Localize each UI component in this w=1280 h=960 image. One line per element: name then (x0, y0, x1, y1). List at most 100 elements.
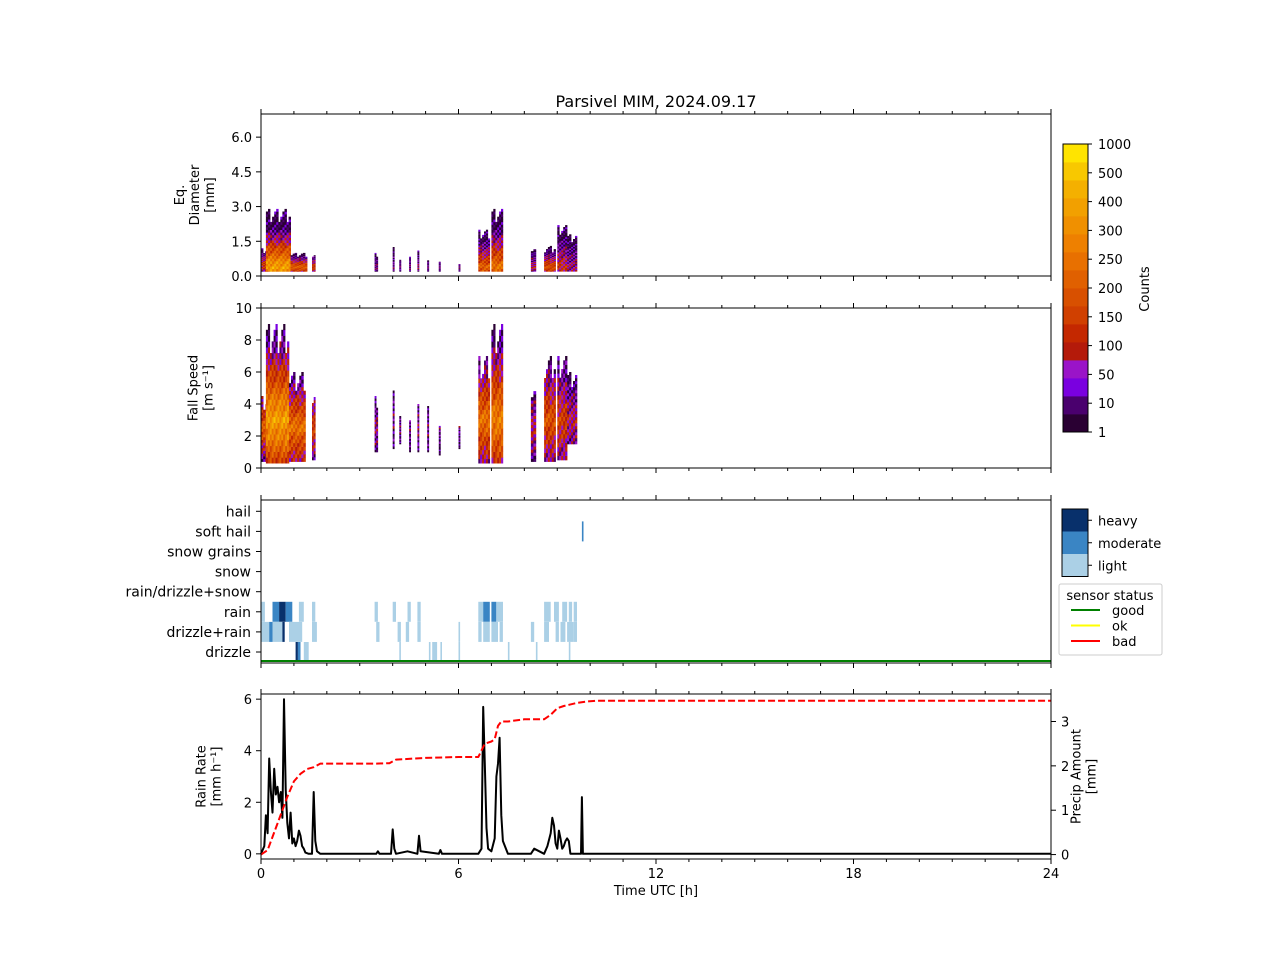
heatmap-cell (294, 262, 298, 264)
heatmap-cell (417, 432, 420, 435)
heatmap-cell (280, 229, 283, 233)
heatmap-cell (294, 268, 298, 270)
heatmap-cell (573, 240, 576, 243)
heatmap-cell (280, 240, 283, 243)
heatmap-cell (458, 266, 461, 267)
heatmap-cell (458, 265, 461, 266)
heatmap-cell (573, 387, 576, 391)
heatmap-cell (427, 414, 430, 417)
heatmap-cell (571, 387, 574, 391)
heatmap-cell (487, 255, 491, 258)
heatmap-cell (557, 356, 560, 361)
heatmap-cell (296, 261, 300, 263)
heatmap-cell (493, 416, 496, 423)
colorbar-segment (1063, 180, 1088, 199)
y-tick-label: 6 (244, 366, 252, 381)
heatmap-cell (501, 335, 504, 342)
heatmap-cell (501, 324, 504, 331)
heatmap-cell (491, 329, 494, 336)
class-cell (581, 521, 584, 542)
heatmap-cell (565, 265, 568, 268)
heatmap-cell (267, 370, 271, 377)
heatmap-cell (285, 457, 288, 464)
heatmap-cell (303, 257, 306, 259)
heatmap-cell (501, 232, 504, 236)
category-label: rain/drizzle+snow (126, 585, 251, 601)
heatmap-cell (557, 438, 560, 443)
heatmap-cell (569, 423, 572, 427)
heatmap-cell (289, 428, 292, 432)
heatmap-cell (303, 254, 306, 256)
heatmap-cell (298, 266, 302, 268)
heatmap-cell (374, 431, 377, 434)
heatmap-cell (563, 412, 566, 417)
heatmap-cell (530, 455, 534, 459)
heatmap-cell (530, 261, 534, 263)
heatmap-cell (546, 252, 549, 254)
heatmap-cell (273, 358, 276, 365)
heatmap-cell (573, 266, 576, 269)
heatmap-cell (482, 391, 485, 397)
heatmap-cell (268, 253, 271, 256)
heatmap-cell (571, 248, 574, 250)
heatmap-cell (273, 416, 276, 423)
heatmap-cell (293, 424, 296, 429)
class-cell (392, 601, 396, 622)
heatmap-cell (561, 248, 564, 251)
heatmap-cell (495, 445, 498, 452)
heatmap-cell (478, 423, 481, 428)
heatmap-cell (276, 208, 279, 212)
heatmap-cell (392, 249, 395, 251)
heatmap-cell (298, 266, 302, 268)
heatmap-cell (263, 439, 266, 443)
y-tick-label: 0.0 (231, 270, 252, 285)
heatmap-cell (269, 364, 272, 371)
heatmap-cell (487, 378, 491, 384)
heatmap-cell (313, 262, 316, 264)
heatmap-cell (293, 383, 296, 388)
heatmap-cell (282, 263, 285, 267)
heatmap-cell (557, 373, 560, 378)
heatmap-cell (563, 242, 566, 245)
heatmap-cell (559, 408, 562, 413)
heatmap-cell (575, 260, 578, 263)
heatmap-cell (261, 437, 264, 440)
heatmap-cell (289, 431, 292, 436)
heatmap-cell (303, 394, 306, 399)
heatmap-cell (573, 399, 576, 403)
heatmap-cell (544, 265, 547, 267)
heatmap-cell (267, 445, 271, 452)
heatmap-cell (399, 269, 402, 270)
heatmap-cell (265, 221, 269, 225)
heatmap-cell (288, 245, 291, 249)
heatmap-cell (289, 390, 292, 395)
heatmap-cell (376, 268, 379, 270)
heatmap-cell (268, 214, 271, 217)
heatmap-cell (571, 265, 574, 267)
heatmap-cell (544, 448, 547, 454)
heatmap-cell (571, 266, 574, 269)
heatmap-cell (313, 259, 316, 261)
heatmap-cell (279, 440, 282, 447)
heatmap-cell (399, 430, 402, 433)
heatmap-cell (547, 400, 551, 405)
heatmap-cell (561, 232, 564, 235)
heatmap-cell (287, 399, 290, 406)
heatmap-cell (495, 370, 498, 377)
heatmap-cell (571, 405, 574, 409)
heatmap-cell (313, 397, 316, 401)
heatmap-cell (458, 271, 461, 272)
heatmap-cell (275, 329, 278, 336)
heatmap-cell (493, 268, 496, 272)
heatmap-cell (374, 400, 377, 404)
heatmap-cell (485, 267, 489, 270)
heatmap-cell (313, 412, 316, 416)
heatmap-cell (569, 417, 572, 421)
heatmap-cell (533, 262, 537, 264)
heatmap-cell (485, 236, 489, 239)
class-cell (568, 642, 571, 662)
heatmap-cell (374, 414, 377, 418)
heatmap-cell (276, 242, 279, 246)
heatmap-cell (417, 252, 420, 254)
heatmap-cell (484, 436, 487, 442)
